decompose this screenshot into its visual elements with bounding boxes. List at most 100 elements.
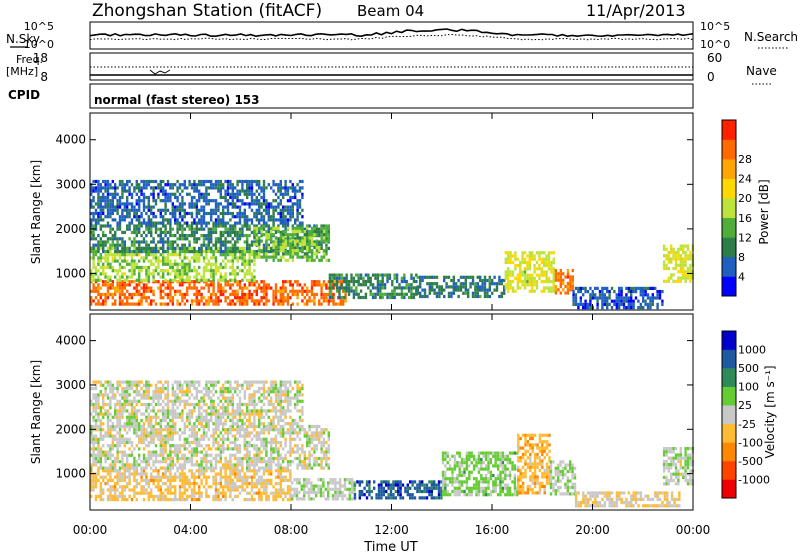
heatmap-cell (195, 460, 198, 464)
heatmap-cell (145, 179, 148, 184)
heatmap-cell (106, 424, 110, 429)
heatmap-cell (279, 494, 282, 498)
heatmap-cell (431, 285, 434, 289)
heatmap-cell (286, 233, 290, 237)
heatmap-cell (118, 286, 122, 290)
heatmap-cell (92, 460, 95, 464)
heatmap-cell (118, 205, 122, 209)
heatmap-cell (327, 431, 330, 435)
heatmap-cell (620, 286, 623, 290)
heatmap-cell (205, 249, 208, 254)
heatmap-cell (94, 456, 98, 461)
heatmap-cell (236, 246, 239, 250)
heatmap-cell (138, 299, 141, 303)
heatmap-cell (238, 230, 242, 234)
heatmap-cell (210, 234, 213, 238)
heatmap-cell (154, 199, 158, 203)
heatmap-cell (238, 456, 242, 461)
heatmap-cell (450, 294, 453, 299)
heatmap-cell (224, 224, 227, 228)
heatmap-cell (672, 279, 675, 283)
heatmap-cell (241, 424, 244, 429)
heatmap-cell (214, 272, 218, 276)
heatmap-cell (310, 239, 314, 243)
heatmap-cell (111, 253, 114, 257)
heatmap-cell (642, 296, 645, 300)
heatmap-cell (313, 447, 316, 451)
heatmap-cell (682, 266, 685, 271)
heatmap-cell (147, 289, 150, 293)
heatmap-cell (310, 236, 314, 240)
heatmap-cell (164, 234, 167, 238)
heatmap-cell (159, 424, 162, 429)
heatmap-cell (138, 269, 141, 273)
heatmap-cell (500, 291, 503, 295)
heatmap-cell (328, 289, 332, 293)
heatmap-cell (443, 288, 446, 292)
heatmap-cell (270, 450, 273, 454)
heatmap-cell (318, 440, 321, 445)
heatmap-cell (138, 224, 141, 228)
heatmap-cell (135, 179, 138, 184)
heatmap-cell (123, 478, 126, 482)
heatmap-cell (162, 208, 165, 212)
heatmap-cell (224, 491, 227, 495)
heatmap-cell (169, 491, 172, 495)
heatmap-cell (282, 195, 285, 200)
heatmap-cell (202, 434, 206, 438)
heatmap-cell (123, 215, 126, 219)
heatmap-cell (152, 428, 155, 432)
heatmap-cell (347, 279, 351, 284)
heatmap-cell (495, 282, 499, 286)
heatmap-cell (229, 265, 232, 270)
heatmap-cell (289, 488, 292, 492)
heatmap-cell (145, 278, 148, 282)
heatmap-cell (301, 179, 304, 184)
heatmap-cell (639, 290, 642, 294)
heatmap-cell (315, 224, 318, 228)
heatmap-cell (181, 463, 184, 467)
heatmap-cell (642, 290, 645, 294)
heatmap-cell (234, 195, 237, 200)
heatmap-cell (509, 280, 512, 284)
heatmap-cell (350, 273, 353, 277)
heatmap-cell (97, 240, 100, 244)
heatmap-cell (222, 444, 225, 448)
heatmap-cell (601, 306, 604, 310)
heatmap-cell (379, 273, 382, 277)
heatmap-cell (488, 294, 491, 299)
heatmap-cell (238, 256, 242, 260)
heatmap-cell (550, 280, 553, 284)
heatmap-cell (260, 498, 263, 502)
heatmap-cell (343, 279, 346, 284)
heatmap-cell (562, 281, 565, 285)
heatmap-cell (135, 246, 138, 250)
heatmap-cell (294, 195, 297, 200)
heatmap-cell (157, 208, 160, 212)
heatmap-cell (106, 208, 110, 212)
heatmap-cell (116, 186, 119, 190)
heatmap-cell (318, 249, 321, 253)
heatmap-cell (333, 276, 336, 280)
heatmap-cell (284, 252, 287, 256)
heatmap-cell (154, 302, 158, 306)
heatmap-cell (320, 444, 323, 448)
heatmap-cell (250, 488, 254, 492)
heatmap-cell (301, 221, 304, 225)
heatmap-cell (174, 488, 177, 492)
heatmap-cell (99, 498, 102, 502)
heatmap-cell (200, 224, 203, 228)
heatmap-cell (262, 243, 266, 247)
heatmap-cell (241, 428, 244, 432)
heatmap-cell (97, 215, 100, 219)
heatmap-cell (591, 296, 594, 300)
heatmap-cell (164, 230, 167, 234)
heatmap-cell (262, 246, 266, 250)
heatmap-cell (284, 242, 287, 246)
heatmap-cell (111, 256, 114, 260)
heatmap-cell (331, 273, 334, 277)
heatmap-cell (327, 230, 330, 234)
heatmap-cell (123, 240, 126, 244)
heatmap-cell (142, 250, 146, 254)
heatmap-cell (343, 289, 346, 293)
